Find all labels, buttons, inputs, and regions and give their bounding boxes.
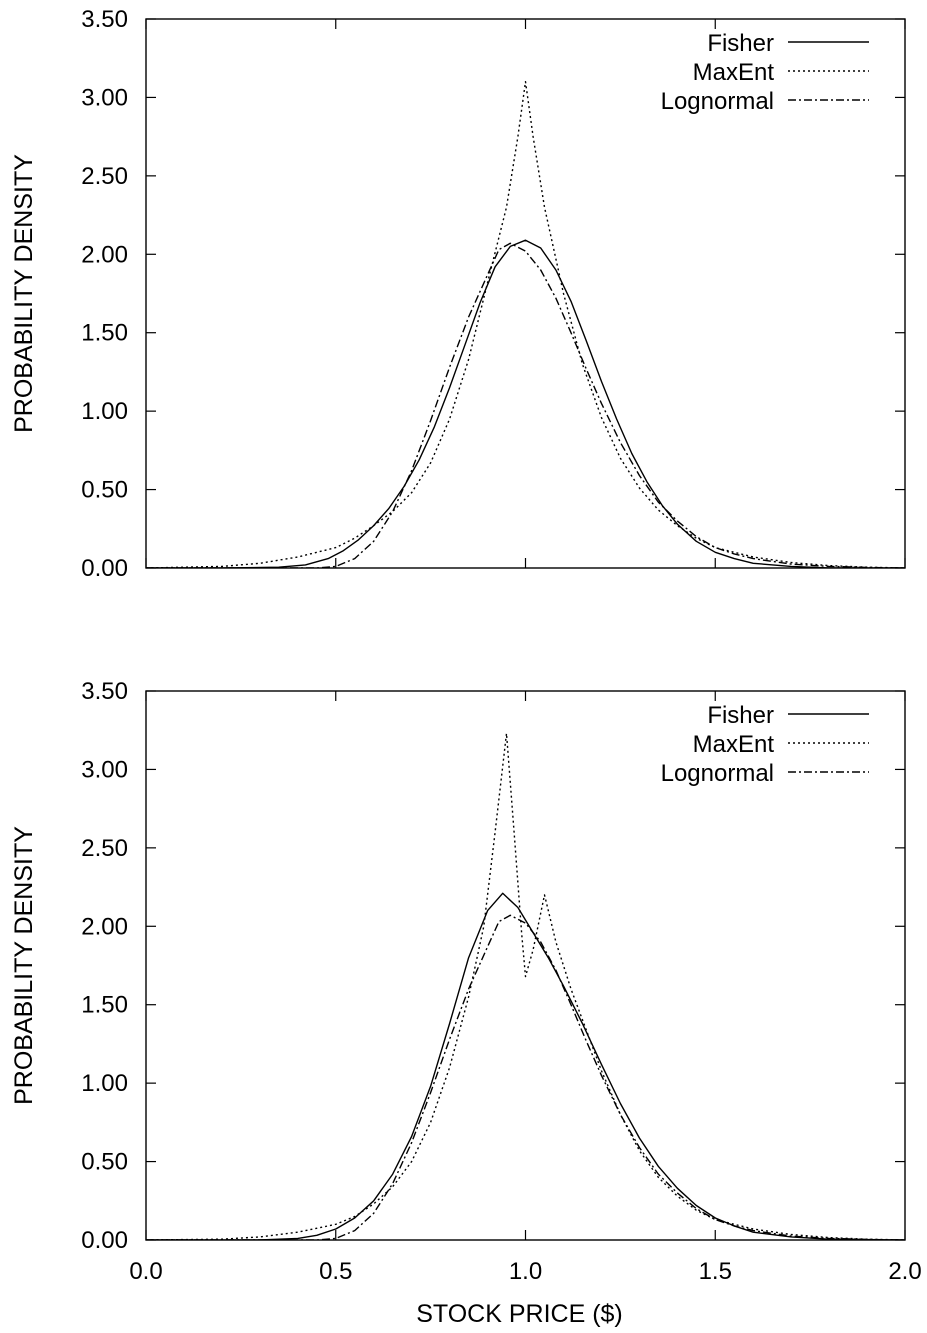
legend-label-lognormal: Lognormal xyxy=(661,88,774,115)
y-tick-label: 2.00 xyxy=(81,241,128,268)
plot-frame xyxy=(145,690,906,1241)
y-axis-title: PROBABILITY DENSITY xyxy=(10,826,38,1105)
y-tick-label: 1.00 xyxy=(81,1070,128,1097)
y-tick-label: 0.00 xyxy=(81,1227,128,1254)
legend-label-fisher: Fisher xyxy=(707,30,774,57)
y-tick-label: 1.00 xyxy=(81,398,128,425)
x-tick-label: 1.5 xyxy=(699,1258,732,1285)
legend-label-maxent: MaxEnt xyxy=(693,731,775,758)
y-tick-label: 1.50 xyxy=(81,320,128,347)
series-line-maxent xyxy=(146,732,905,1240)
y-tick-label: 3.50 xyxy=(81,6,128,33)
y-tick-label: 2.00 xyxy=(81,913,128,940)
y-axis-title: PROBABILITY DENSITY xyxy=(10,154,38,433)
bottom-panel: 0.00 0.50 1.00 1.50 2.00 2.50 3.00 3.50 0.0 0.5 1.… xyxy=(10,678,922,1328)
y-tick-label: 3.00 xyxy=(81,756,128,783)
y-tick-label: 1.50 xyxy=(81,992,128,1019)
x-tick-label: 1.0 xyxy=(509,1258,542,1285)
series-line-maxent xyxy=(146,81,905,568)
y-tick-label: 0.00 xyxy=(81,555,128,582)
y-tick-label: 2.50 xyxy=(81,163,128,190)
x-axis-title: STOCK PRICE ($) xyxy=(416,1300,623,1328)
y-tick-label: 3.00 xyxy=(81,84,128,111)
plot-frame xyxy=(145,18,906,569)
series-line-fisher xyxy=(146,239,905,568)
y-tick-label: 0.50 xyxy=(81,477,128,504)
y-tick-label: 2.50 xyxy=(81,835,128,862)
y-tick-label: 0.50 xyxy=(81,1149,128,1176)
y-tick-label: 3.50 xyxy=(81,678,128,705)
series-line-fisher xyxy=(146,892,905,1240)
legend-label-fisher: Fisher xyxy=(707,702,774,729)
top-panel: 0.00 0.50 1.00 1.50 2.00 2.50 3.00 3.50 PROBABIL… xyxy=(10,6,906,582)
x-tick-label: 0.5 xyxy=(319,1258,352,1285)
series-line-lognormal xyxy=(146,242,905,568)
series-line-lognormal xyxy=(146,914,905,1240)
legend-label-maxent: MaxEnt xyxy=(693,59,775,86)
legend-label-lognormal: Lognormal xyxy=(661,760,774,787)
x-tick-label: 2.0 xyxy=(888,1258,921,1285)
x-tick-label: 0.0 xyxy=(129,1258,162,1285)
